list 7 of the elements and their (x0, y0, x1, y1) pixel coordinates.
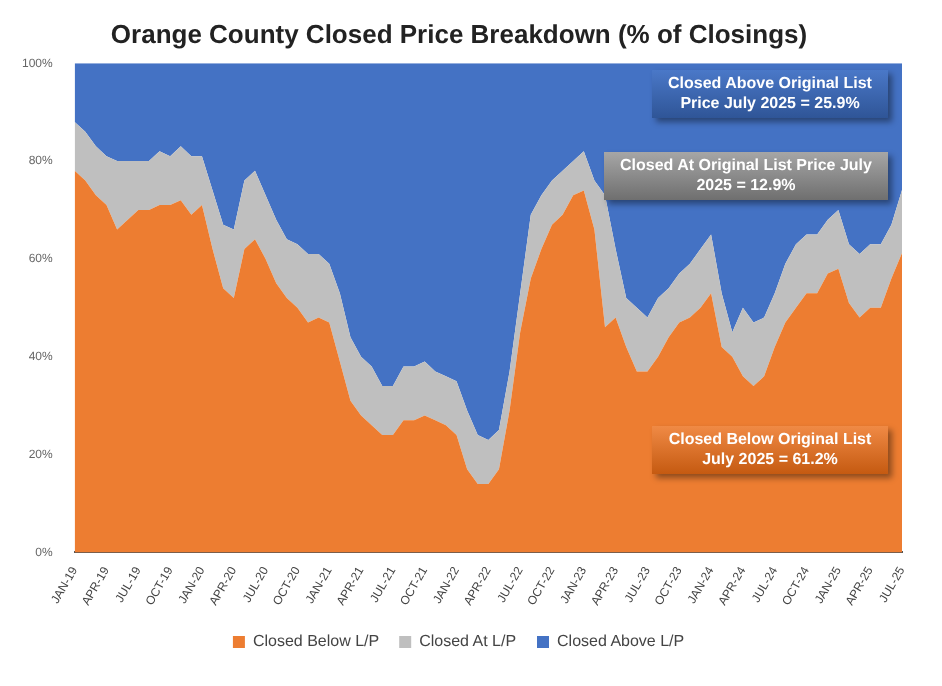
annotation: Closed Below Original List July 2025 = 61.2% (652, 426, 888, 474)
legend-label: Closed At L/P (419, 632, 517, 651)
annotation: Closed At Original List Price July 2025 = 12.9% (604, 152, 888, 200)
legend-label: Closed Above L/P (557, 632, 685, 651)
annotation: Closed Above Original List Price July 2025 = 25.9% (652, 70, 888, 118)
legend-label: Closed Below L/P (252, 632, 380, 651)
chart-title: Orange County Closed Price Breakdown (% of Closings) (110, 18, 808, 49)
